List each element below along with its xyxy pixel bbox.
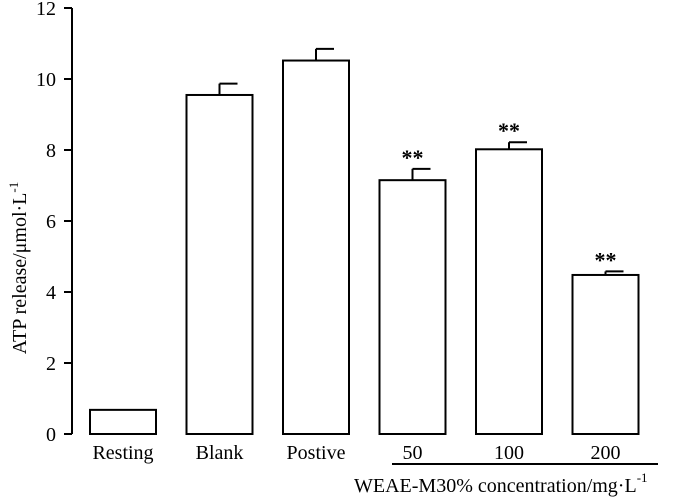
bar-200 bbox=[571, 273, 640, 435]
y-axis: 0 2 4 6 8 10 12 bbox=[36, 0, 73, 446]
category-label: Resting bbox=[92, 442, 153, 464]
bar-resting bbox=[89, 408, 157, 435]
y-axis-label: ATP release/μmol·L-1 bbox=[6, 182, 31, 354]
x-axis-label: WEAE-M30% concentration/mg·L-1 bbox=[354, 470, 648, 497]
bar-50 bbox=[378, 179, 447, 435]
category-label: 50 bbox=[403, 442, 423, 464]
bar-100 bbox=[475, 148, 543, 435]
category-label: 200 bbox=[591, 442, 621, 464]
bar-blank bbox=[185, 93, 254, 435]
category-label: 100 bbox=[494, 442, 524, 464]
category-labels: Resting Blank Postive 50 100 200 bbox=[92, 442, 620, 464]
y-tick-label: 12 bbox=[36, 0, 56, 20]
y-tick-label: 8 bbox=[46, 140, 56, 162]
category-label: Postive bbox=[287, 442, 346, 464]
y-tick-label: 0 bbox=[46, 424, 56, 446]
y-tick-label: 10 bbox=[36, 69, 56, 91]
y-axis-title: ATP release/μmol·L-1 bbox=[6, 182, 31, 354]
y-tick-label: 2 bbox=[46, 353, 56, 375]
bar-postive bbox=[282, 59, 350, 435]
significance-marker: ** bbox=[595, 247, 617, 272]
significance-marker: ** bbox=[402, 145, 424, 170]
bars: ** ** ** bbox=[89, 47, 640, 435]
y-tick-label: 6 bbox=[46, 211, 56, 233]
significance-marker: ** bbox=[498, 118, 520, 143]
category-label: Blank bbox=[196, 442, 244, 464]
y-tick-label: 4 bbox=[46, 282, 56, 304]
